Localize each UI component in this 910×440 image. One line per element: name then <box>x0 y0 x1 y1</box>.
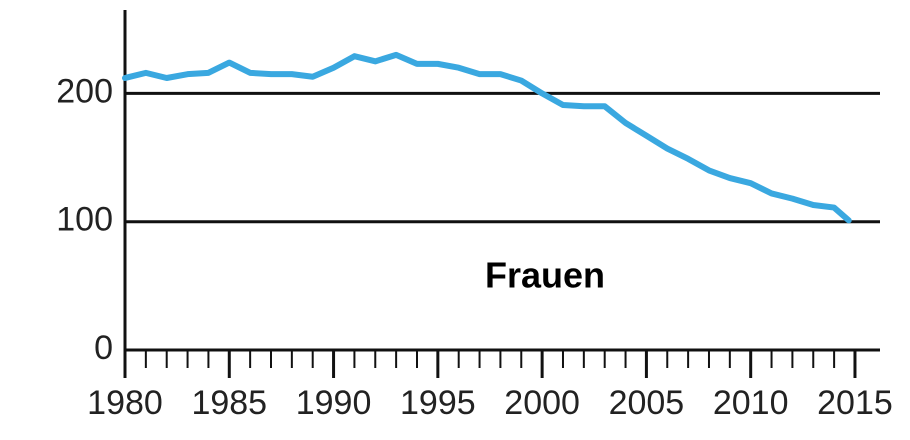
y-tick-label: 100 <box>56 201 113 239</box>
x-tick-label: 1985 <box>191 384 267 422</box>
data-line <box>122 51 852 224</box>
y-tick-label: 0 <box>94 329 113 367</box>
x-tick-label: 2010 <box>713 384 789 422</box>
x-tick-label: 2015 <box>817 384 893 422</box>
x-tick-label: 1980 <box>87 384 163 422</box>
x-tick-label: 1990 <box>296 384 372 422</box>
x-tick-label: 1995 <box>400 384 476 422</box>
y-tick-label: 200 <box>56 72 113 110</box>
annotation: Frauen <box>485 255 605 296</box>
x-tick-label: 2000 <box>504 384 580 422</box>
x-tick-label: 2005 <box>609 384 685 422</box>
